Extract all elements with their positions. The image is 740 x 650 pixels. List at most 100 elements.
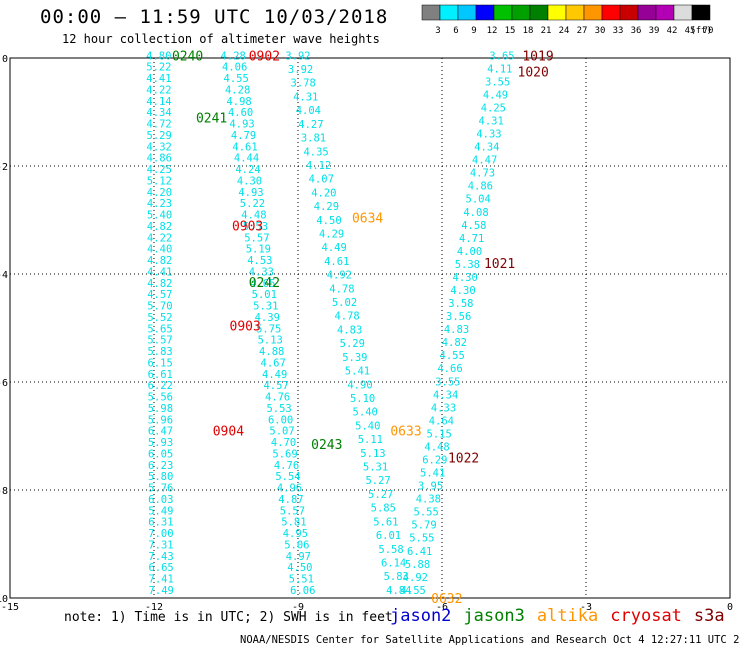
page-title: 00:00 – 11:59 UTC 10/03/2018 (40, 6, 389, 28)
wave-height-value: 4.48 (241, 210, 266, 222)
wave-height-value: 4.38 (416, 494, 441, 506)
wave-height-value: 4.80 (146, 50, 171, 62)
wave-height-value: 4.27 (298, 119, 323, 131)
wave-height-value: 6.14 (381, 557, 406, 569)
wave-height-value: 5.55 (409, 533, 434, 545)
wave-height-value: 4.07 (309, 174, 334, 186)
wave-height-value: 5.02 (332, 297, 357, 309)
satellite-jason2: jason2 (390, 606, 452, 626)
latitude-tick-label: -6 (0, 378, 8, 389)
wave-height-value: 4.24 (235, 164, 260, 176)
latitude-tick-label: 0 (2, 54, 8, 65)
satellite-altika: altika (536, 606, 599, 626)
wave-height-value: 5.83 (147, 346, 172, 358)
wave-height-value: 6.00 (268, 414, 293, 426)
wave-height-value: 6.03 (148, 494, 173, 506)
wave-height-value: 7.00 (148, 528, 173, 540)
wave-height-value: 4.29 (314, 201, 339, 213)
wave-height-value: 4.93 (238, 187, 263, 199)
wave-height-value: 4.34 (146, 107, 171, 119)
scale-label: 21 (541, 26, 552, 36)
wave-height-value: 4.44 (234, 153, 259, 165)
wave-height-value: 5.98 (148, 403, 173, 415)
wave-height-value: 5.19 (246, 244, 271, 256)
wave-height-value: 4.76 (265, 392, 290, 404)
wave-height-value: 5.01 (252, 289, 277, 301)
wave-height-value: 4.88 (259, 346, 284, 358)
scale-label: 70 (703, 26, 714, 36)
scale-label: 30 (595, 26, 606, 36)
scale-label: 18 (523, 26, 534, 36)
wave-height-value: 5.41 (420, 468, 445, 480)
wave-height-value: 4.25 (481, 102, 506, 114)
wave-height-value: 4.49 (483, 89, 508, 101)
latitude-tick-label: -10 (0, 594, 8, 605)
wave-height-value: 7.31 (148, 539, 173, 551)
wave-height-value: 6.06 (290, 585, 315, 597)
wave-height-value: 4.49 (322, 242, 347, 254)
wave-height-value: 4.92 (403, 572, 428, 584)
satellite-jason3: jason3 (463, 606, 525, 626)
wave-height-value: 6.41 (407, 546, 432, 558)
wave-height-value: 4.28 (221, 50, 246, 62)
scale-label: 6 (453, 26, 458, 36)
pass-time-label: 0903 (232, 219, 263, 234)
scale-label: 24 (559, 26, 570, 36)
wave-height-value: 3.55 (435, 376, 460, 388)
wave-height-value: 4.04 (296, 105, 321, 117)
wave-height-value: 4.30 (450, 285, 475, 297)
scale-label: 39 (649, 26, 660, 36)
wave-height-value: 4.93 (229, 119, 254, 131)
wave-height-value: 6.29 (422, 455, 447, 467)
scale-label: 3 (435, 26, 440, 36)
wave-height-value: 4.40 (147, 244, 172, 256)
wave-height-value: 5.10 (350, 393, 375, 405)
wave-height-value: 6.15 (148, 357, 173, 369)
wave-height-value: 5.65 (147, 323, 172, 335)
map-frame (9, 57, 731, 599)
wave-height-value: 5.40 (355, 420, 380, 432)
wave-height-value: 6.47 (148, 426, 173, 438)
wave-height-value: 4.82 (147, 221, 172, 233)
wave-height-value: 5.29 (147, 130, 172, 142)
wave-height-value: 5.70 (147, 301, 172, 313)
scale-label: 9 (471, 26, 476, 36)
pass-time-label: 0241 (196, 111, 227, 126)
wave-height-value: 5.07 (269, 426, 294, 438)
wave-height-value: 4.08 (463, 207, 488, 219)
longitude-tick-label: -9 (292, 602, 304, 613)
wave-height-value: 4.31 (293, 91, 318, 103)
wave-height-value: 4.66 (437, 363, 462, 375)
wave-height-value: 4.78 (334, 311, 359, 323)
wave-height-value: 4.87 (278, 494, 303, 506)
wave-height-value: 4.55 (401, 585, 426, 597)
wave-height-value: 4.53 (247, 255, 272, 267)
wave-height-value: 5.41 (345, 366, 370, 378)
wave-height-value: 4.48 (424, 441, 449, 453)
wave-height-value: 5.80 (148, 471, 173, 483)
wave-height-value: 5.49 (148, 505, 173, 517)
wave-height-value: 5.13 (360, 448, 385, 460)
wave-height-value: 4.49 (262, 369, 287, 381)
wave-height-value: 4.92 (327, 270, 352, 282)
wave-height-value: 5.57 (280, 505, 305, 517)
wave-height-value: 3.81 (301, 133, 326, 145)
wave-height-value: 5.76 (148, 483, 173, 495)
wave-height-value: 5.96 (148, 414, 173, 426)
wave-height-value: 5.85 (371, 503, 396, 515)
scale-label: 36 (631, 26, 642, 36)
wave-height-value: 4.71 (459, 233, 484, 245)
scale-unit: (ft) (690, 26, 712, 36)
satellite-legend: jason2 jason3 altika cryosat s3a (390, 606, 737, 626)
wave-height-value: 4.83 (444, 324, 469, 336)
wave-height-value: 4.70 (271, 437, 296, 449)
wave-height-value: 5.22 (146, 62, 171, 74)
wave-height-value: 4.67 (261, 357, 286, 369)
wave-height-value: 4.30 (453, 272, 478, 284)
wave-height-value: 4.82 (442, 337, 467, 349)
pass-time-label: 0904 (213, 425, 244, 440)
wave-height-value: 5.29 (340, 338, 365, 350)
latitude-tick-label: -8 (0, 486, 8, 497)
wave-height-value: 5.27 (368, 489, 393, 501)
pass-time-label: 0632 (431, 592, 462, 607)
